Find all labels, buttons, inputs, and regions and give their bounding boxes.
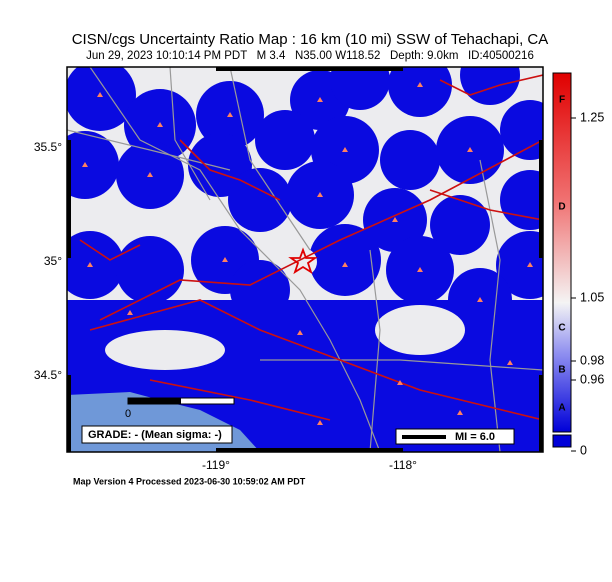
stations-part bbox=[127, 310, 133, 315]
faults-part bbox=[439, 74, 543, 96]
colorbar-part bbox=[552, 434, 572, 448]
gaps-part bbox=[105, 330, 225, 370]
epicenter bbox=[288, 247, 318, 275]
stations-part bbox=[417, 267, 423, 272]
stations-part bbox=[317, 420, 323, 425]
coverage-part bbox=[67, 131, 119, 199]
stations-part bbox=[417, 82, 423, 87]
stations-part bbox=[317, 97, 323, 102]
coverage-part bbox=[496, 231, 543, 299]
coverage-part bbox=[67, 231, 124, 299]
lon-label: -118° bbox=[389, 458, 417, 472]
cb-value: 0.96 bbox=[580, 372, 604, 386]
grade-box bbox=[81, 425, 233, 444]
grade-letter: A bbox=[558, 403, 565, 414]
faults bbox=[79, 74, 543, 421]
lat-label: 34.5° bbox=[34, 368, 62, 382]
stations-part bbox=[82, 162, 88, 167]
roads-part bbox=[229, 67, 311, 251]
frame-ticks bbox=[67, 67, 543, 452]
stations-part bbox=[527, 262, 533, 267]
grade-letters: F D C B A bbox=[558, 95, 565, 414]
lon-label: -119° bbox=[202, 458, 230, 472]
cb-value: 1.25 bbox=[580, 110, 604, 124]
frame-ticks-part bbox=[67, 375, 71, 452]
stations-part bbox=[477, 297, 483, 302]
colorbar-part bbox=[552, 72, 572, 433]
mi-label: MI = 6.0 bbox=[455, 431, 495, 443]
frame-ticks-part bbox=[67, 140, 71, 258]
faults-part bbox=[179, 139, 281, 201]
coverage-part bbox=[116, 236, 184, 304]
lat-label: 35° bbox=[44, 254, 62, 268]
coverage-part bbox=[309, 224, 381, 296]
grade-letter: D bbox=[558, 202, 565, 213]
roads-part bbox=[369, 249, 381, 452]
scale-zero: 0 bbox=[125, 408, 131, 420]
stations-part bbox=[507, 360, 513, 365]
roads-part bbox=[169, 67, 211, 201]
stations-part bbox=[297, 330, 303, 335]
frame-ticks-part bbox=[216, 448, 403, 452]
colorbar-values: 1.25 1.05 0.98 0.96 0 bbox=[571, 110, 604, 457]
subtitle: Jun 29, 2023 10:10:14 PM PDT M 3.4 N35.0… bbox=[86, 50, 534, 62]
stations bbox=[82, 82, 533, 425]
mi-box bbox=[395, 428, 515, 445]
stations-part bbox=[467, 147, 473, 152]
map-area: 0 GRADE: - (Mean sigma: -) MI = 6.0 bbox=[67, 67, 543, 452]
coverage-part bbox=[388, 67, 452, 117]
title: CISN/cgs Uncertainty Ratio Map : 16 km (… bbox=[72, 31, 549, 48]
gaps-part bbox=[375, 305, 465, 355]
coverage-part bbox=[500, 100, 543, 160]
coverage-part bbox=[460, 67, 520, 105]
stations-part bbox=[157, 122, 163, 127]
stations-part bbox=[222, 257, 228, 262]
footer: Map Version 4 Processed 2023-06-30 10:59… bbox=[73, 476, 306, 486]
faults-part bbox=[429, 189, 543, 221]
stations-part bbox=[227, 112, 233, 117]
lat-label: 35.5° bbox=[34, 140, 62, 154]
stations-part bbox=[342, 147, 348, 152]
faults-part bbox=[149, 379, 331, 421]
lon-labels: -119° -118° bbox=[202, 458, 417, 472]
grade: GRADE: - (Mean sigma: -) bbox=[88, 429, 222, 441]
coverage-part bbox=[228, 168, 292, 232]
stations-part bbox=[87, 262, 93, 267]
stations-part bbox=[342, 262, 348, 267]
frame-ticks-part bbox=[216, 67, 403, 71]
faults-part bbox=[79, 239, 141, 261]
cb-value: 0.98 bbox=[580, 353, 604, 367]
grade-letter: C bbox=[558, 323, 565, 334]
scale-bar: 0 bbox=[125, 397, 235, 420]
grade-letter: B bbox=[558, 365, 565, 376]
frame-ticks-part bbox=[539, 140, 543, 258]
stations-part bbox=[397, 380, 403, 385]
stations-part bbox=[317, 192, 323, 197]
cb-value: 0 bbox=[580, 443, 587, 457]
stations-part bbox=[457, 410, 463, 415]
coverage-part bbox=[380, 130, 440, 190]
roads-part bbox=[260, 359, 543, 371]
stations-part bbox=[147, 172, 153, 177]
coverage-part bbox=[67, 67, 136, 131]
roads-part bbox=[89, 67, 381, 452]
scale-bar-part bbox=[128, 398, 181, 404]
coverage-part bbox=[255, 110, 315, 170]
faults-part bbox=[89, 299, 543, 421]
faults-part bbox=[99, 139, 543, 321]
coverage-part bbox=[330, 67, 390, 110]
coverage-part bbox=[430, 195, 490, 255]
stations-part bbox=[97, 92, 103, 97]
stations-part bbox=[392, 217, 398, 222]
cb-value: 1.05 bbox=[580, 290, 604, 304]
grade-letter: F bbox=[559, 95, 565, 106]
coverage-part bbox=[500, 170, 543, 230]
colorbar: F D C B A 1.25 1.05 0.98 0.96 0 bbox=[552, 72, 604, 457]
lat-labels: 35.5° 35° 34.5° bbox=[34, 140, 62, 382]
frame-ticks-part bbox=[539, 375, 543, 452]
